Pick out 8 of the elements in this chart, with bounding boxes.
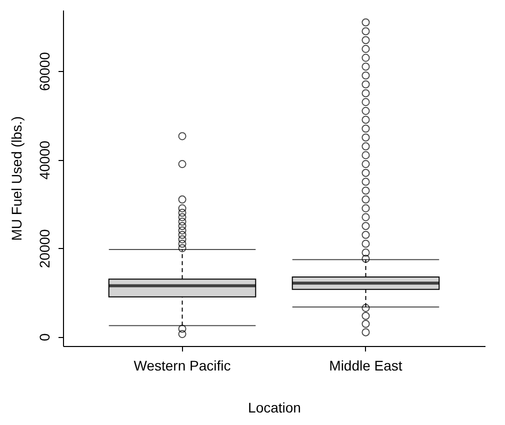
y-tick-label: 0 (36, 333, 52, 342)
y-axis-title: MU Fuel Used (lbs.) (8, 116, 24, 241)
x-tick-label: Western Pacific (134, 358, 231, 374)
y-tick-label: 40000 (36, 140, 52, 180)
x-tick-label: Middle East (329, 358, 402, 374)
y-tick-label: 20000 (36, 228, 52, 268)
y-tick-label: 60000 (36, 52, 52, 92)
x-axis-title: Location (248, 400, 301, 416)
